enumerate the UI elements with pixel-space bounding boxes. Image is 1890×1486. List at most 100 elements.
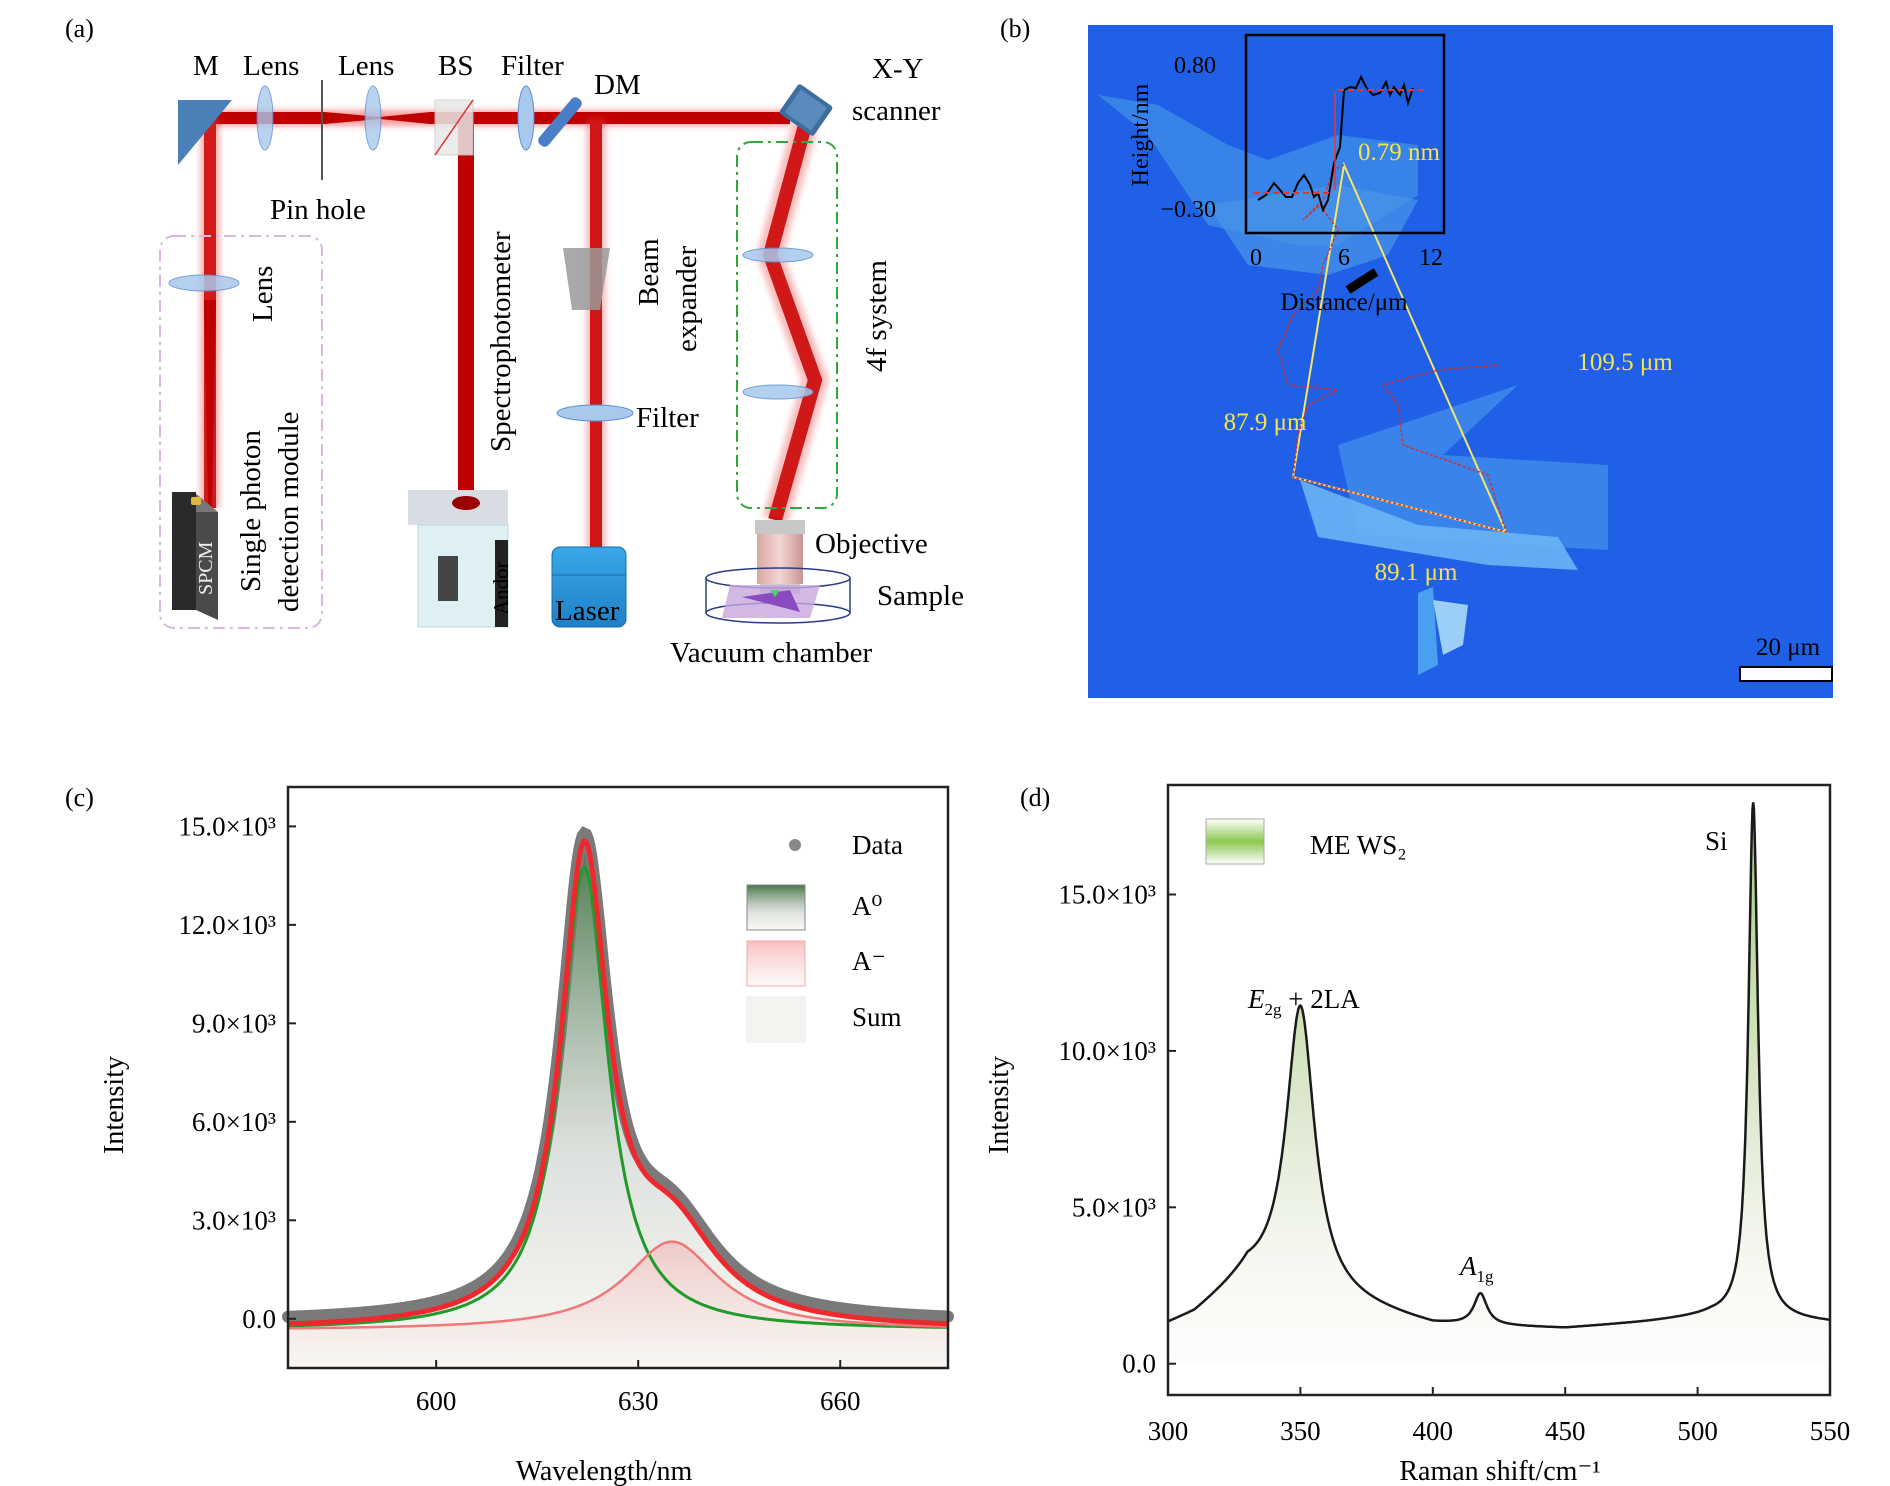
- legend-swatch-a0: [746, 884, 806, 931]
- inset-xtick: 12: [1419, 245, 1443, 271]
- x-axis-label: Raman shift/cm⁻¹: [1399, 1456, 1600, 1486]
- legend: Data A⁰ A⁻ Sum: [746, 830, 903, 1043]
- y-tick-label: 10.0×10³: [1058, 1036, 1156, 1066]
- lens-icon: [256, 85, 274, 151]
- legend-swatch-me-ws2: [1205, 818, 1265, 865]
- raman-spectrum-line: [1167, 802, 1831, 1329]
- legend: ME WS₂: [1205, 818, 1407, 865]
- spcm-detector-icon: SPCM: [172, 492, 218, 620]
- mirror-icon: [178, 100, 232, 165]
- label-spcm-module-1: Single photon: [235, 430, 267, 592]
- inset-ytick: −0.30: [1160, 197, 1216, 223]
- panel-d-label: (d): [1020, 783, 1051, 812]
- step-height-label: 0.79 nm: [1358, 139, 1441, 166]
- y-tick-label: 3.0×10³: [192, 1205, 276, 1235]
- filter-icon: [517, 85, 535, 151]
- objective-icon: [755, 520, 805, 594]
- scale-bar: [1739, 666, 1833, 682]
- raman-spectrum-chart: 0.0 5.0×10³ 10.0×10³ 15.0×10³ 300 350 400 450 50…: [984, 783, 1851, 1486]
- lens-icon: [364, 85, 382, 151]
- flake-boundary: [1277, 164, 1508, 534]
- label-scanner-2: scanner: [852, 95, 941, 127]
- vacuum-chamber-icon: [705, 567, 851, 624]
- x-tick-label: 300: [1148, 1416, 1189, 1446]
- x-axis-label: Wavelength/nm: [516, 1456, 693, 1486]
- a-minus-fit-line: [288, 1240, 948, 1330]
- label-vacuum-chamber: Vacuum chamber: [670, 637, 872, 669]
- lens-icon: [742, 247, 814, 263]
- xy-scanner-icon: [779, 84, 833, 136]
- label-dichroic-mirror: DM: [594, 69, 641, 101]
- y-axis-label: Intensity: [984, 1056, 1015, 1154]
- optical-setup-diagram: SPCM M Lens Lens BS Filter DM X-Y scanne…: [159, 50, 964, 669]
- x-tick-label: 550: [1810, 1416, 1851, 1446]
- x-tick-label: 450: [1545, 1416, 1586, 1446]
- y-tick-label: 0.0: [1122, 1349, 1156, 1379]
- label-lens-1: Lens: [243, 50, 299, 82]
- y-tick-label: 6.0×10³: [192, 1107, 276, 1137]
- afm-inset: [1244, 33, 1446, 235]
- inset-xtick: 6: [1338, 245, 1350, 271]
- dichroic-mirror-icon: [538, 97, 582, 147]
- x-tick-label: 600: [416, 1386, 457, 1416]
- plot-frame: [286, 785, 950, 1370]
- legend-swatch-a-minus: [746, 940, 806, 987]
- label-beam-expander-2: expander: [671, 245, 703, 352]
- beam-expander-icon: [563, 248, 610, 310]
- legend-marker-data: [789, 839, 801, 851]
- side-length-label: 87.9 μm: [1224, 409, 1307, 436]
- x-tick-label: 660: [820, 1386, 861, 1416]
- y-tick-label: 15.0×10³: [1058, 879, 1156, 909]
- label-sample: Sample: [877, 580, 964, 612]
- panel-b-label: (b): [1000, 14, 1031, 43]
- height-profile-line: [1257, 74, 1414, 213]
- four-f-system-box: [736, 141, 838, 509]
- peak-label-si: Si: [1705, 826, 1728, 856]
- x-tick-label: 350: [1280, 1416, 1321, 1446]
- legend-label: A⁰: [852, 891, 882, 921]
- x-tick-label: 400: [1413, 1416, 1454, 1446]
- y-tick-label: 0.0: [242, 1304, 276, 1334]
- y-tick-label: 9.0×10³: [192, 1008, 276, 1038]
- scale-bar-label: 20 μm: [1756, 634, 1821, 661]
- label-objective: Objective: [815, 528, 928, 560]
- filter-icon: [556, 404, 634, 422]
- legend-label: ME WS₂: [1310, 830, 1407, 860]
- optical-micrograph: 0.80 −0.30 Height/nm 0 6 12 Distance/μm …: [1088, 25, 1833, 698]
- plot-frame: [1166, 783, 1832, 1397]
- pl-spectrum-chart: 0.0 3.0×10³ 6.0×10³ 9.0×10³ 12.0×10³ 15.0×10³…: [99, 785, 954, 1486]
- lens-icon: [742, 384, 814, 400]
- side-length-label: 109.5 μm: [1577, 349, 1673, 376]
- legend-label: Sum: [852, 1002, 902, 1032]
- label-filter-top: Filter: [501, 50, 564, 82]
- inset-ylabel: Height/nm: [1128, 83, 1154, 186]
- y-tick-label: 5.0×10³: [1072, 1192, 1156, 1222]
- x-tick-label: 500: [1677, 1416, 1718, 1446]
- panel-c-label: (c): [65, 783, 94, 812]
- peak-label-a1g: A1g: [1458, 1251, 1494, 1286]
- label-laser: Laser: [555, 595, 620, 627]
- label-lens-2: Lens: [338, 50, 394, 82]
- label-pinhole: Pin hole: [270, 194, 366, 226]
- label-spcm-module-2: detection module: [273, 411, 305, 612]
- label-beam-splitter: BS: [438, 50, 473, 82]
- label-4f-system: 4f system: [861, 260, 893, 372]
- legend-swatch-sum: [746, 996, 806, 1043]
- label-spectrophotometer: Spectrophotometer: [485, 231, 517, 452]
- a-minus-fill: [288, 1241, 948, 1368]
- label-filter-bottom: Filter: [636, 402, 699, 434]
- a0-fit-line: [287, 865, 948, 1329]
- panel-a-label: (a): [65, 14, 94, 43]
- line-profile-marker: [1345, 268, 1379, 294]
- inset-ytick: 0.80: [1174, 53, 1216, 79]
- label-beam-expander-1: Beam: [633, 238, 665, 306]
- legend-label: A⁻: [852, 946, 886, 976]
- inset-xlabel: Distance/μm: [1280, 289, 1408, 316]
- y-tick-label: 15.0×10³: [178, 811, 276, 841]
- spectrum-fill: [1168, 802, 1830, 1364]
- sum-fit-line: [288, 837, 948, 1327]
- inset-xtick: 0: [1250, 245, 1262, 271]
- label-andor: Andor: [489, 561, 513, 615]
- laser-beam: [190, 110, 829, 548]
- y-axis-label: Intensity: [99, 1056, 130, 1154]
